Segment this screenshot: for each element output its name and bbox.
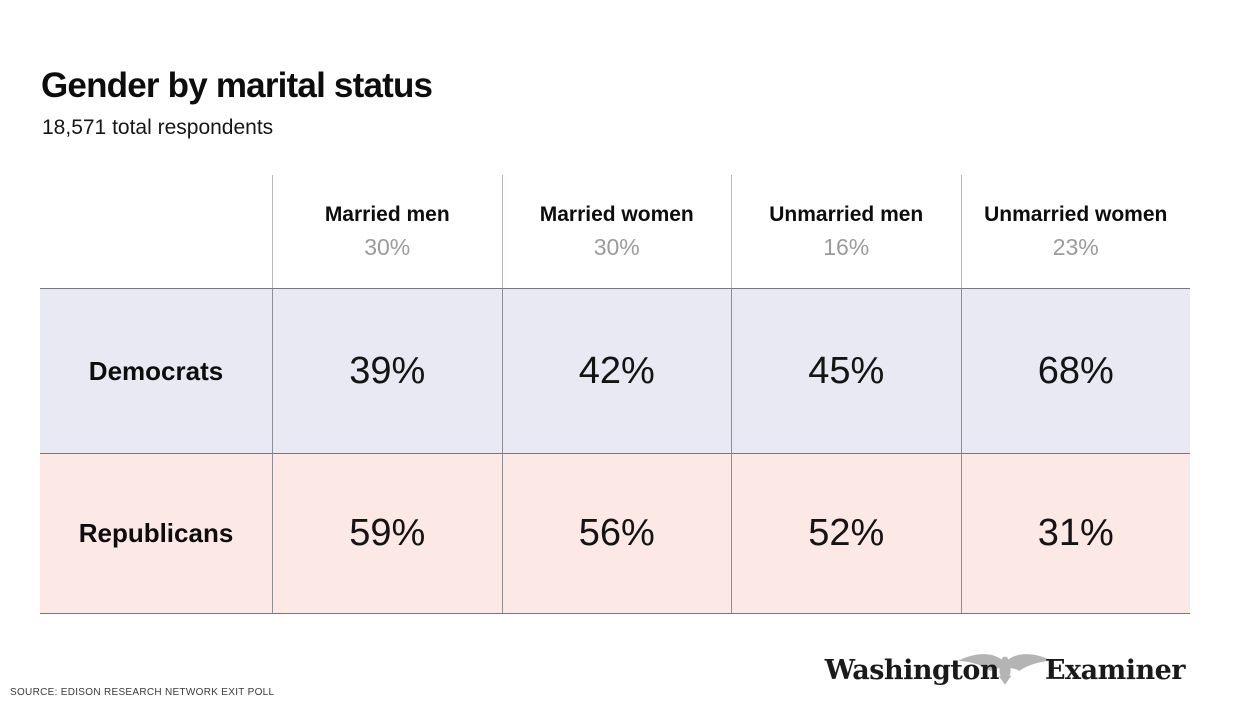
column-header-married-men: Married men 30% bbox=[272, 175, 502, 288]
cell-democrats-unmarried-men: 45% bbox=[731, 288, 961, 453]
logo-word-washington: Washington bbox=[824, 655, 1000, 686]
cell-republicans-unmarried-men: 52% bbox=[731, 453, 961, 614]
column-header-unmarried-men: Unmarried men 16% bbox=[731, 175, 961, 288]
cell-republicans-unmarried-women: 31% bbox=[960, 453, 1190, 614]
cell-republicans-married-women: 56% bbox=[501, 453, 731, 614]
washington-examiner-logo: Washington Examiner bbox=[824, 654, 1186, 686]
column-header-label: Unmarried men bbox=[769, 202, 924, 226]
column-header-label: Unmarried women bbox=[984, 202, 1168, 226]
column-header-unmarried-women: Unmarried women 23% bbox=[960, 175, 1190, 288]
eagle-icon bbox=[957, 648, 1053, 686]
column-header-married-women: Married women 30% bbox=[501, 175, 731, 288]
column-header-share: 16% bbox=[823, 233, 870, 260]
table-corner-cell bbox=[40, 175, 272, 288]
cell-democrats-unmarried-women: 68% bbox=[960, 288, 1190, 453]
row-label-republicans: Republicans bbox=[40, 453, 272, 614]
cell-republicans-married-men: 59% bbox=[272, 453, 502, 614]
column-header-label: Married men bbox=[324, 202, 450, 226]
logo-word-examiner: Examiner bbox=[1044, 655, 1186, 686]
column-header-share: 23% bbox=[1052, 233, 1099, 260]
column-header-label: Married women bbox=[539, 202, 694, 226]
source-attribution: SOURCE: EDISON RESEARCH NETWORK EXIT POL… bbox=[10, 687, 275, 698]
cell-democrats-married-men: 39% bbox=[272, 288, 502, 453]
column-header-share: 30% bbox=[364, 233, 411, 260]
row-label-democrats: Democrats bbox=[40, 288, 272, 453]
page-title: Gender by marital status bbox=[41, 66, 433, 105]
cell-democrats-married-women: 42% bbox=[501, 288, 731, 453]
column-header-share: 30% bbox=[593, 233, 640, 260]
gender-marital-status-table: Married men 30% Married women 30% Unmarr… bbox=[40, 175, 1190, 614]
subtitle-total-respondents: 18,571 total respondents bbox=[42, 116, 274, 139]
